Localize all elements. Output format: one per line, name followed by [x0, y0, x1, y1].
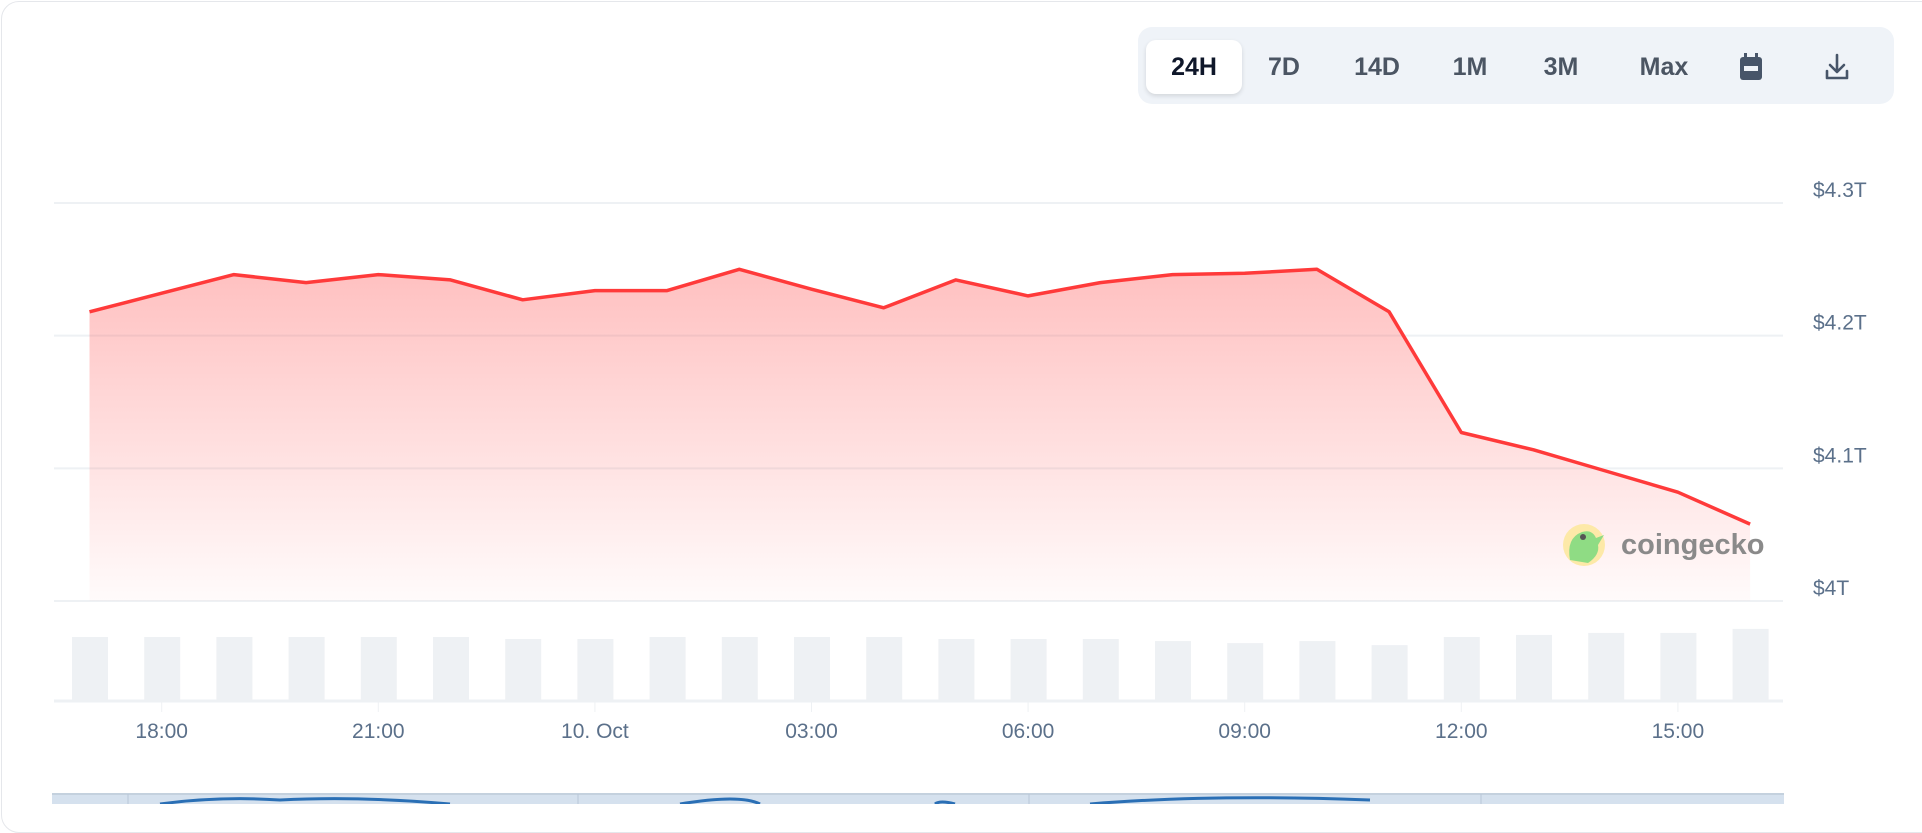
volume-bar: [649, 637, 686, 700]
volume-bar: [1516, 634, 1552, 700]
volume-bar: [577, 639, 614, 700]
volume-bar: [866, 637, 903, 700]
price-line: [89, 267, 1751, 526]
x-tick-label: 12:00: [1435, 720, 1488, 743]
volume-bar: [938, 639, 975, 700]
y-tick-label: $4.2T: [1813, 312, 1867, 335]
volume-bar: [721, 637, 758, 700]
volume-bar: [1732, 628, 1769, 700]
y-tick-label: $4.1T: [1813, 444, 1867, 467]
volume-bar: [72, 637, 108, 700]
volume-bar: [288, 637, 325, 700]
volume-bar: [1155, 641, 1191, 700]
volume-bar: [1371, 645, 1408, 700]
volume-bar: [433, 637, 469, 700]
volume-bar: [1227, 643, 1264, 700]
download-button[interactable]: [1802, 40, 1872, 94]
volume-bar: [794, 637, 830, 700]
range-max-button[interactable]: Max: [1639, 52, 1689, 81]
volume-bar: [144, 637, 181, 700]
y-tick-label: $4.3T: [1813, 179, 1867, 202]
x-tick-label: 21:00: [352, 720, 405, 743]
range-3m-button[interactable]: 3M: [1543, 52, 1579, 81]
x-tick-label: 03:00: [785, 720, 838, 743]
area-fill: [89, 269, 1751, 601]
volume-bar: [1443, 637, 1480, 700]
gecko-icon: [1569, 531, 1604, 563]
volume-bar: [1299, 641, 1336, 700]
volume-bar: [216, 637, 253, 700]
volume-bar: [1588, 632, 1625, 700]
x-tick-label: 06:00: [1002, 720, 1055, 743]
watermark-text: coingecko: [1621, 529, 1764, 561]
calendar-button[interactable]: [1716, 40, 1786, 94]
x-tick-label: 15:00: [1652, 720, 1705, 743]
volume-bar: [1010, 639, 1047, 700]
volume-bar: [1660, 632, 1697, 700]
time-range-toolbar: 24H 7D 14D 1M 3M Max: [1138, 27, 1894, 104]
coingecko-watermark: coingecko: [1563, 524, 1764, 566]
range-1m-button[interactable]: 1M: [1452, 52, 1488, 81]
range-7d-button[interactable]: 7D: [1268, 52, 1300, 81]
range-24h-button[interactable]: 24H: [1146, 40, 1242, 94]
volume-bar: [1082, 639, 1119, 700]
volume-bar: [505, 639, 542, 700]
calendar-icon: [1740, 53, 1762, 80]
y-tick-label: $4T: [1813, 577, 1849, 600]
volume-bar: [360, 637, 397, 700]
x-tick-label: 10. Oct: [561, 720, 629, 743]
market-cap-chart: coingecko $4T $4.1T $4.2T $4.3T 18:00 21:00 1…: [52, 179, 1867, 804]
x-tick-label: 18:00: [135, 720, 188, 743]
navigator[interactable]: [52, 793, 1784, 804]
download-icon: [1825, 53, 1849, 80]
range-14d-button[interactable]: 14D: [1354, 52, 1400, 81]
x-tick-label: 09:00: [1218, 720, 1271, 743]
